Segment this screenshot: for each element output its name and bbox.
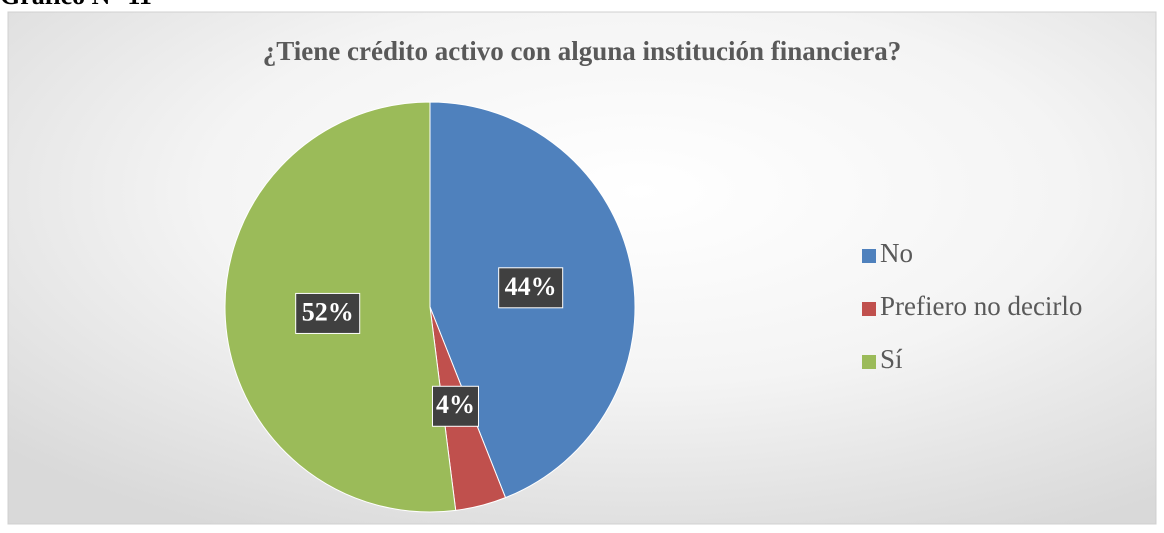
legend-label: No xyxy=(880,238,913,268)
data-label: 4% xyxy=(436,390,475,419)
legend-label: Sí xyxy=(880,344,903,374)
data-label-box xyxy=(431,385,479,427)
chart-title: ¿Tiene crédito activo con alguna institu… xyxy=(263,36,901,66)
data-label-box xyxy=(498,267,564,309)
legend-swatch xyxy=(862,249,876,263)
legend-label: Prefiero no decirlo xyxy=(880,291,1082,321)
legend-swatch xyxy=(862,302,876,316)
legend-swatch xyxy=(862,355,876,369)
data-label-box xyxy=(295,292,361,334)
caption: Gráfico N° 11 xyxy=(0,0,152,10)
data-label: 52% xyxy=(302,297,354,326)
data-label: 44% xyxy=(505,272,557,301)
